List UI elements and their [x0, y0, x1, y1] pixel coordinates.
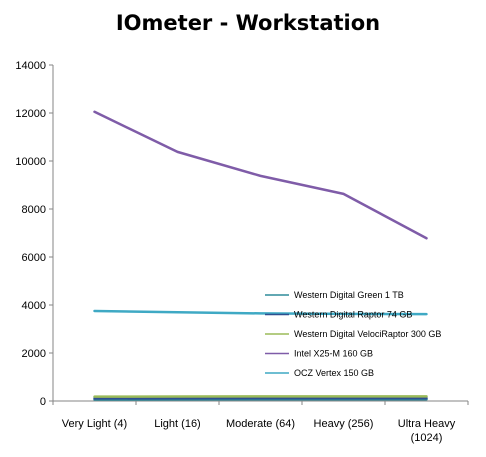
- y-tick-label: 8000: [22, 204, 46, 216]
- x-tick-label: Moderate (64): [226, 418, 295, 430]
- y-tick-label: 2000: [22, 348, 46, 360]
- y-tick-label: 10000: [15, 156, 46, 168]
- legend: Western Digital Green 1 TB Western Digita…: [265, 290, 441, 378]
- chart-title: IOmeter - Workstation: [116, 11, 380, 35]
- legend-label: Western Digital VelociRaptor 300 GB: [294, 329, 441, 339]
- series-line-3: [93, 110, 428, 240]
- y-tick-label: 4000: [22, 300, 46, 312]
- x-tick-label: Light (16): [154, 418, 200, 430]
- y-tick-label: 12000: [15, 108, 46, 120]
- legend-label: Western Digital Green 1 TB: [294, 290, 404, 300]
- legend-label: OCZ Vertex 150 GB: [294, 368, 374, 378]
- plot-area: 0 2000 4000 6000 8000 10000 12000 14000 Very Lig…: [15, 60, 469, 444]
- y-tick-label: 0: [40, 396, 46, 408]
- y-tick-label: 14000: [15, 60, 46, 72]
- x-tick-label: Very Light (4): [62, 418, 127, 430]
- legend-label: Western Digital Raptor 74 GB: [294, 310, 412, 320]
- x-tick-label: Heavy (256): [314, 418, 374, 430]
- y-tick-label: 6000: [22, 252, 46, 264]
- legend-label: Intel X25-M 160 GB: [294, 349, 373, 359]
- x-tick-label: Ultra Heavy (1024): [398, 418, 456, 444]
